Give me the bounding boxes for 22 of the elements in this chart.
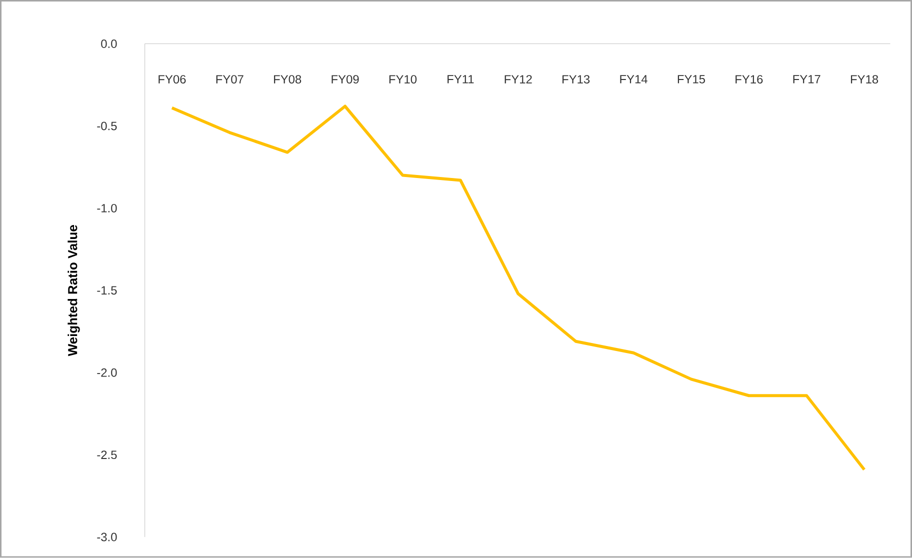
y-tick-label: -3.0 (97, 532, 117, 542)
y-tick-label: -1.0 (97, 204, 117, 213)
line-series (170, 104, 866, 472)
x-tick-label: FY13 (562, 75, 590, 84)
y-tick-label: -1.5 (97, 286, 117, 295)
x-tick-label: FY09 (332, 75, 359, 84)
x-tick-label: FY15 (678, 75, 705, 84)
y-axis-title: Weighted Ratio Value (68, 225, 80, 356)
x-tick-label: FY06 (158, 75, 186, 84)
x-tick-label: FY16 (736, 75, 763, 84)
x-tick-label: FY11 (448, 75, 474, 84)
x-tick-label: FY18 (850, 75, 878, 84)
x-tick-label: FY10 (389, 75, 417, 84)
y-tick-label: 0.0 (101, 40, 117, 48)
x-tick-label: FY07 (216, 75, 244, 84)
y-tick-label: -2.0 (97, 368, 117, 377)
x-tick-label: FY17 (793, 75, 820, 84)
x-tick-label: FY08 (274, 75, 302, 84)
y-tick-label: -2.5 (97, 450, 117, 460)
x-tick-label: FY14 (620, 75, 648, 84)
x-tick-label: FY12 (504, 75, 532, 84)
y-tick-label: -0.5 (97, 122, 117, 130)
